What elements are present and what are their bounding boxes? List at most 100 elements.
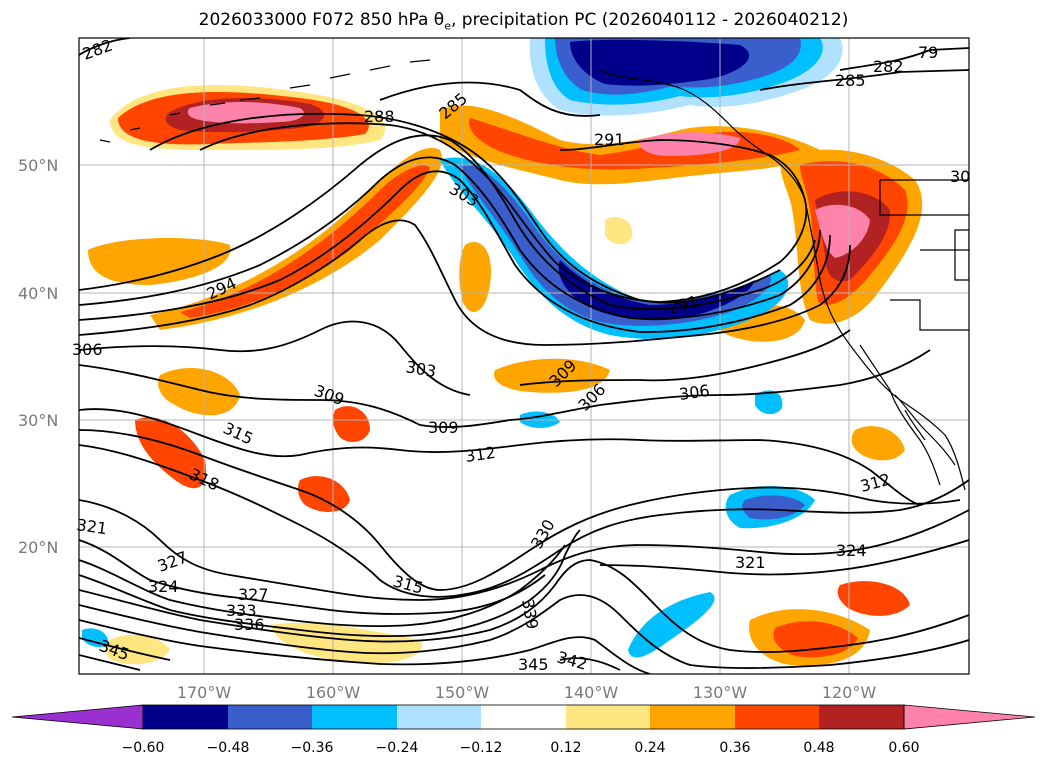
coastline-mexico [894,394,956,466]
patch-trough-navy [558,260,755,321]
lon-label-120: 120°W [822,683,877,702]
plot-frame [78,37,970,675]
contour-336 [79,594,969,669]
contour-294 [79,134,816,310]
colorbar-tick-labels: −0.60 −0.48 −0.36 −0.24 −0.12 0.12 0.24 … [122,740,920,756]
colorbar-tick-n036: −0.36 [291,740,334,756]
patch-north-pink [639,132,740,156]
colorbar-bin-p012 [566,705,650,729]
colorbar-over-arrow [903,704,1036,730]
title-suffix: , precipitation PC (2026040112 - 2026040… [450,10,849,30]
contour-318 [79,444,969,598]
colorbar-tick-p012: 0.12 [550,740,581,756]
contour-label-279-east: 79 [918,43,938,62]
patch-nw-band-pink [187,102,304,124]
lon-label-150: 150°W [435,683,490,702]
lon-label-140: 140°W [564,683,619,702]
lat-label-50: 50°N [18,156,58,175]
patch-b5 [82,628,109,648]
lat-label-40: 40°N [18,284,58,303]
contour-label-336: 336 [234,615,265,634]
patch-b1-blue [742,495,805,520]
contour-333 [79,559,969,653]
patch-c5 [333,406,370,442]
patch-b2 [628,592,715,658]
contour-306 [79,320,851,396]
contour-342 [79,637,621,671]
contour-300 [79,170,831,333]
contour-282 [79,38,131,56]
lon-label-130: 130°W [693,683,748,702]
contour-330 [79,529,581,638]
map-title: 2026033000 F072 850 hPa θe, precipitatio… [0,10,1047,32]
contour-345 [79,654,141,671]
longitude-tick-labels: 170°W 160°W 150°W 140°W 130°W 120°W [177,683,877,702]
border-states [879,180,969,331]
contour-label-333: 333 [226,601,257,620]
coastline-baja [859,344,941,486]
patch-gulf-alaska-navy [570,39,750,86]
colorbar-tick-n048: −0.48 [207,740,250,756]
patch-c7 [851,426,905,461]
contour-label-282-east: 282 [873,57,904,76]
colorbar-under-arrow [11,704,144,730]
contour-324 [79,539,969,615]
contour-label-321-west: 321 [75,515,108,538]
coastlines [99,59,969,491]
colorbar-tick-p024: 0.24 [634,740,665,756]
contour-339 [79,619,651,674]
coastline-alaska [599,69,966,491]
contour-309 [79,349,931,428]
contour-321 [79,499,969,601]
colorbar-bin-p024 [650,705,735,729]
colorbar-bin-n060 [143,705,228,729]
coastline-aleutians [99,59,431,143]
contour-label-291-north: 291 [594,130,625,149]
colorbar-tick-p060: 0.60 [888,740,919,756]
patch-c1 [459,241,491,312]
colorbar-bin-zero [481,705,566,729]
patch-jet-band [150,148,442,330]
patch-c6 [297,476,350,512]
patch-s1-red [773,621,858,658]
title-prefix: 2026033000 F072 850 hPa θ [198,10,445,30]
contour-285 [379,69,969,117]
contour-label-324-west: 324 [148,577,179,596]
theta-e-contours [79,38,969,674]
patch-left-west [88,238,231,285]
colorbar-bin-p036 [735,705,819,729]
colorbar-bin-n036 [312,705,397,729]
patch-north-central-red [469,118,800,170]
contour-label-288: 288 [364,107,395,126]
contour-312 [79,408,921,506]
contour-291 [199,122,808,303]
contour-label-312-mid: 312 [464,443,497,466]
colorbar-tick-n024: −0.24 [376,740,419,756]
contour-label-306-edge: 30 [950,167,970,186]
latitude-tick-labels: 50°N 40°N 30°N 20°N [18,156,58,557]
colorbar-bin-p048 [819,705,904,729]
colorbar-tick-n012: −0.12 [460,740,503,756]
colorbar-bin-n048 [228,705,312,729]
contour-327 [79,544,566,628]
contour-label-306-east: 306 [678,381,711,404]
colorbar-tick-p048: 0.48 [803,740,834,756]
colorbar-tick-p036: 0.36 [719,740,750,756]
contour-282-east [839,47,969,71]
contour-label-321-east: 321 [735,553,766,572]
patch-s2 [837,581,910,616]
contour-297 [79,156,821,320]
title-subscript: e [444,19,451,33]
contour-315 [79,429,961,591]
contour-label-285-east: 285 [835,71,866,90]
patch-b3 [755,390,783,415]
colorbar: −0.60 −0.48 −0.36 −0.24 −0.12 0.12 0.24 … [11,704,1036,756]
lon-label-170: 170°W [177,683,232,702]
patch-jet-band-red [180,165,430,318]
lat-label-20: 20°N [18,538,58,557]
contour-label-345-south: 345 [518,655,549,674]
lon-label-160: 160°W [306,683,361,702]
lat-label-30: 30°N [18,411,58,430]
colorbar-bin-n024 [397,705,481,729]
